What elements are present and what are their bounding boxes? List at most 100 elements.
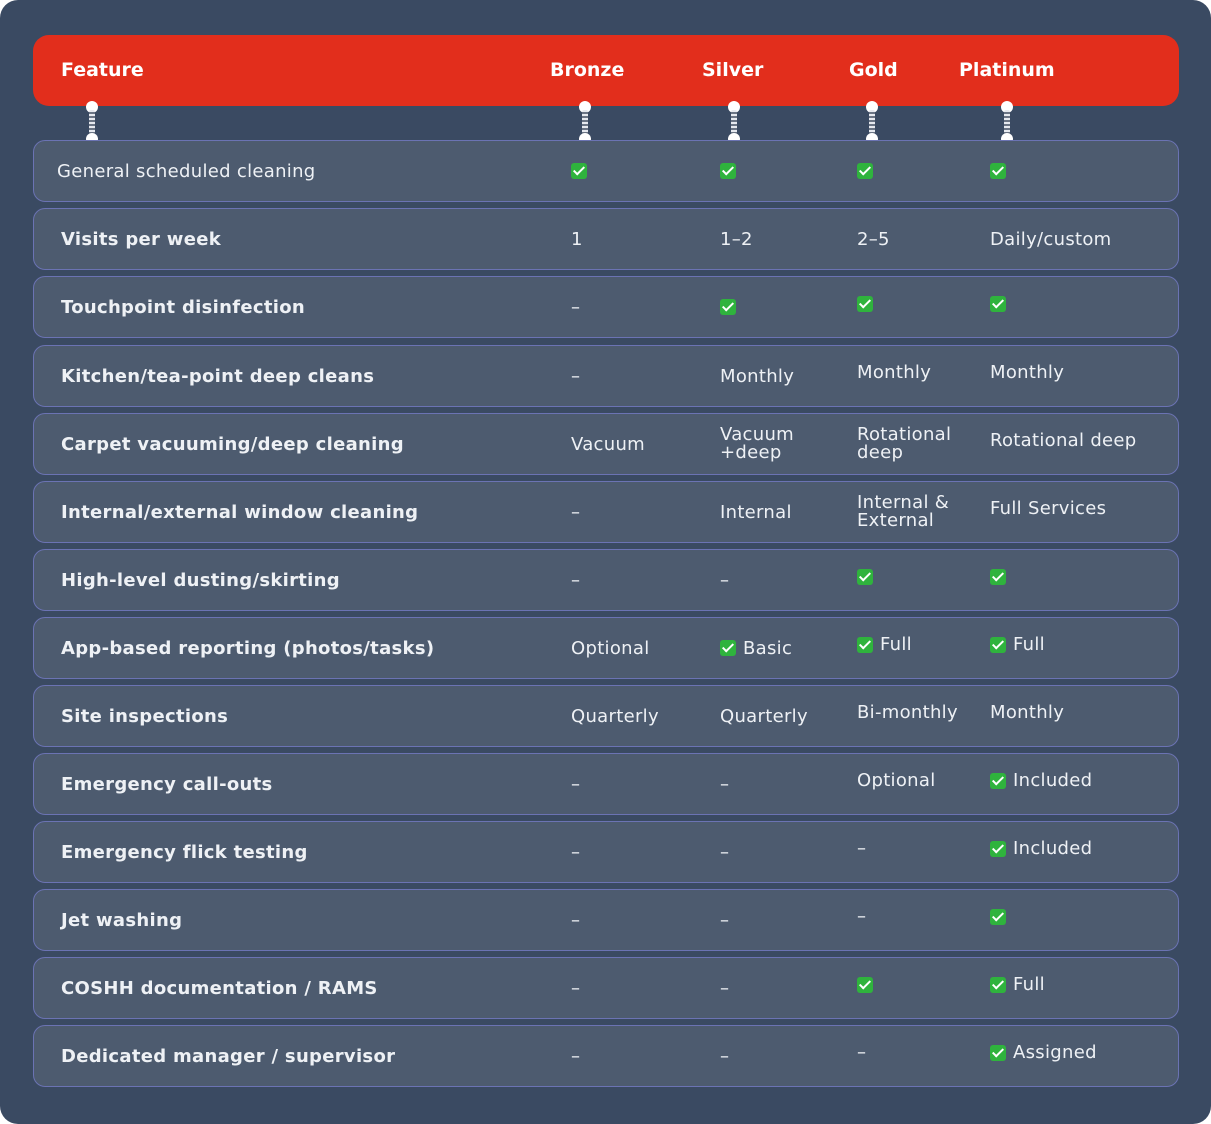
- table-row: Jet washing – – –: [33, 889, 1179, 951]
- platinum-cell: [990, 141, 1170, 201]
- bronze-cell: [571, 141, 711, 201]
- bronze-cell: –: [571, 841, 581, 863]
- connector-feature: [86, 101, 98, 145]
- platinum-cell: [990, 890, 1170, 950]
- gold-cell: 2–5: [857, 228, 890, 250]
- platinum-cell: [990, 277, 1170, 337]
- feature-label: Site inspections: [61, 705, 229, 727]
- table-row: Kitchen/tea-point deep cleans – Monthly …: [33, 345, 1179, 407]
- header-platinum: Platinum: [959, 59, 1055, 81]
- feature-label: High-level dusting/skirting: [61, 569, 340, 591]
- silver-cell: –: [720, 1045, 730, 1067]
- gold-cell: [857, 550, 982, 610]
- check-icon: [990, 976, 1006, 993]
- gold-cell: [857, 958, 982, 1018]
- platinum-cell: Included: [990, 754, 1170, 814]
- check-icon: [857, 295, 873, 312]
- table-row: Touchpoint disinfection –: [33, 276, 1179, 338]
- check-icon: [990, 1044, 1006, 1061]
- platinum-cell: Full: [990, 958, 1170, 1018]
- bronze-cell: –: [571, 909, 581, 931]
- silver-cell: Quarterly: [720, 705, 808, 727]
- feature-label: Visits per week: [61, 228, 222, 250]
- check-icon: [990, 772, 1006, 789]
- check-icon: [857, 568, 873, 585]
- silver-cell: Internal: [720, 501, 792, 523]
- gold-cell: Monthly: [857, 362, 932, 383]
- feature-label: General scheduled cleaning: [57, 160, 316, 182]
- bronze-cell: Vacuum: [571, 433, 645, 455]
- feature-label: Kitchen/tea-point deep cleans: [61, 365, 375, 387]
- gold-cell: Optional: [857, 770, 936, 791]
- check-icon: [990, 163, 1006, 179]
- feature-label: Jet washing: [61, 909, 183, 931]
- platinum-cell: Rotational deep: [990, 430, 1137, 451]
- silver-cell: 1–2: [720, 228, 753, 250]
- check-icon: [857, 163, 873, 179]
- gold-cell: Rotational deep: [857, 424, 952, 463]
- table-row: Carpet vacuuming/deep cleaning Vacuum Va…: [33, 413, 1179, 475]
- silver-cell: Vacuum +deep: [720, 424, 794, 463]
- table-header: Feature Bronze Silver Gold Platinum: [33, 35, 1179, 106]
- feature-label: Emergency call-outs: [61, 773, 273, 795]
- silver-cell: Basic: [720, 618, 850, 678]
- feature-label: App-based reporting (photos/tasks): [61, 637, 435, 659]
- bronze-cell: –: [571, 977, 581, 999]
- check-icon: [990, 568, 1006, 585]
- platinum-cell: Monthly: [990, 362, 1065, 383]
- platinum-cell: Full Services: [990, 498, 1107, 519]
- table-row: Site inspections Quarterly Quarterly Bi-…: [33, 685, 1179, 747]
- check-icon: [720, 163, 736, 179]
- bronze-cell: 1: [571, 228, 583, 250]
- table-row: Visits per week 1 1–2 2–5 Daily/custom: [33, 208, 1179, 270]
- feature-label: Touchpoint disinfection: [61, 296, 305, 318]
- feature-label: Emergency flick testing: [61, 841, 308, 863]
- gold-cell: Internal & External: [857, 492, 950, 531]
- silver-cell: Monthly: [720, 365, 795, 387]
- bronze-cell: –: [571, 296, 581, 318]
- silver-cell: –: [720, 977, 730, 999]
- bronze-cell: –: [571, 501, 581, 523]
- check-icon: [990, 840, 1006, 857]
- platinum-cell: Monthly: [990, 702, 1065, 723]
- table-row: COSHH documentation / RAMS – – Full: [33, 957, 1179, 1019]
- bronze-cell: Quarterly: [571, 705, 659, 727]
- check-icon: [857, 976, 873, 993]
- header-silver: Silver: [702, 59, 764, 81]
- header-bronze: Bronze: [550, 59, 625, 81]
- table-row: Internal/external window cleaning – Inte…: [33, 481, 1179, 543]
- bronze-cell: –: [571, 1045, 581, 1067]
- check-icon: [720, 299, 736, 315]
- feature-label: Dedicated manager / supervisor: [61, 1045, 396, 1067]
- table-row: General scheduled cleaning: [33, 140, 1179, 202]
- check-icon: [720, 640, 736, 656]
- feature-label: Carpet vacuuming/deep cleaning: [61, 433, 404, 455]
- check-icon: [990, 636, 1006, 653]
- silver-cell: –: [720, 569, 730, 591]
- check-icon: [990, 295, 1006, 312]
- feature-label: Internal/external window cleaning: [61, 501, 419, 523]
- gold-cell: Bi-monthly: [857, 702, 958, 723]
- gold-cell: Full: [857, 618, 982, 678]
- silver-cell: –: [720, 909, 730, 931]
- check-icon: [857, 636, 873, 653]
- platinum-cell: Assigned: [990, 1026, 1170, 1086]
- feature-label: COSHH documentation / RAMS: [61, 977, 378, 999]
- bronze-cell: –: [571, 773, 581, 795]
- connector-gold: [866, 101, 878, 145]
- header-feature: Feature: [61, 59, 144, 81]
- connector-bronze: [579, 101, 591, 145]
- table-row: App-based reporting (photos/tasks) Optio…: [33, 617, 1179, 679]
- bronze-cell: Optional: [571, 637, 650, 659]
- table-row: Emergency flick testing – – – Included: [33, 821, 1179, 883]
- gold-cell: –: [857, 1042, 867, 1063]
- header-gold: Gold: [849, 59, 898, 81]
- gold-cell: [857, 141, 982, 201]
- bronze-cell: –: [571, 365, 581, 387]
- platinum-cell: [990, 550, 1170, 610]
- silver-cell: [720, 141, 850, 201]
- silver-cell: –: [720, 773, 730, 795]
- connector-platinum: [1001, 101, 1013, 145]
- platinum-cell: Daily/custom: [990, 228, 1112, 250]
